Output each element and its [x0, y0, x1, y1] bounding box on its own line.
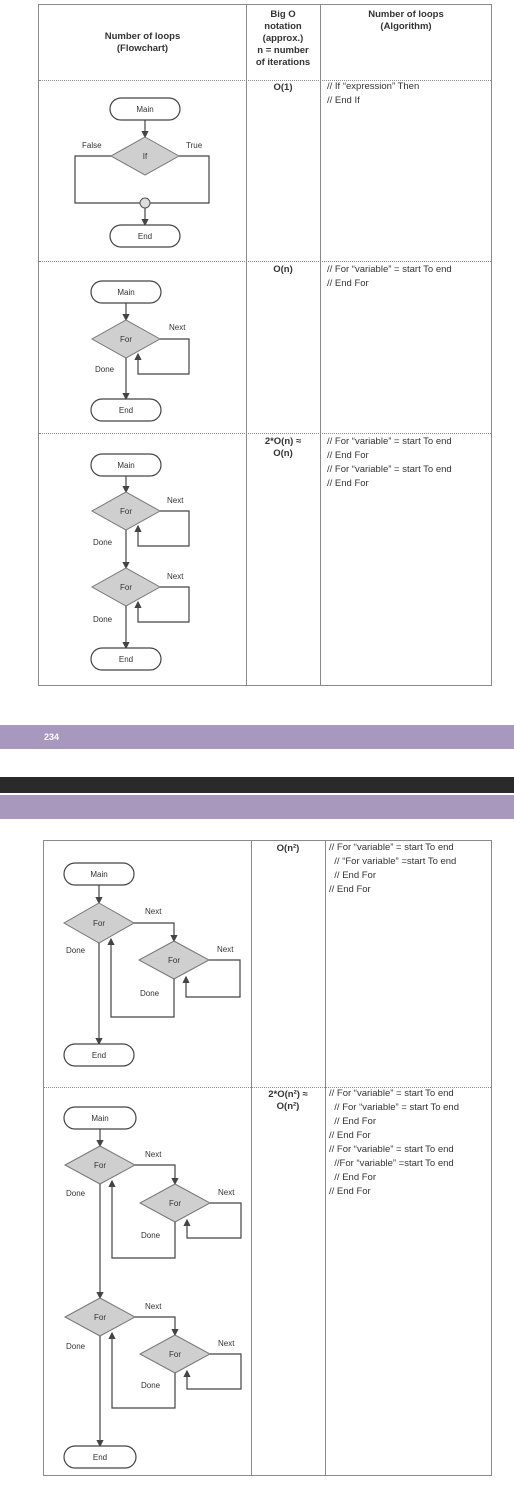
done-label: Done — [141, 1381, 161, 1390]
done-label: Done — [93, 615, 113, 624]
big-o-value: O(n) — [273, 264, 293, 275]
column-divider — [251, 841, 252, 1475]
big-o-value: 2*O(n) ≈ O(n) — [264, 436, 302, 459]
end-label: End — [92, 1051, 106, 1060]
big-o-value: 2*O(n²) ≈ O(n²) — [268, 1089, 308, 1112]
for-label: For — [94, 1313, 106, 1322]
page-number: 234 — [44, 732, 60, 742]
next-label: Next — [167, 572, 184, 581]
end-label: End — [119, 406, 133, 415]
done-label: Done — [93, 538, 113, 547]
loops-table-bottom: O(n²) // For “variable” = start To end /… — [43, 840, 492, 1476]
next-label: Next — [145, 1302, 162, 1311]
for-label: For — [94, 1161, 106, 1170]
two-nested-for-flowchart: Main For Next For Next Done Done For Nex… — [63, 1106, 242, 1469]
end-label: End — [119, 655, 133, 664]
big-o-value: O(n²) — [276, 843, 300, 854]
header-band — [0, 795, 514, 819]
two-for-flowchart: Main For Next Done For Next Done End — [90, 453, 190, 671]
for-label: For — [168, 956, 180, 965]
next-label: Next — [145, 907, 162, 916]
for-flowchart: Main For Next Done End — [90, 280, 190, 422]
row-divider — [39, 80, 491, 81]
footer-band: 234 — [0, 725, 514, 749]
algorithm-code: // For “variable” = start To end // End … — [327, 264, 452, 289]
next-label: Next — [217, 945, 234, 954]
done-label: Done — [141, 1231, 161, 1240]
algorithm-code: // For “variable” = start To end // “For… — [329, 842, 457, 895]
row-divider — [44, 1087, 491, 1088]
column-divider — [325, 841, 326, 1475]
algorithm-code: // For “variable” = start To end // For … — [329, 1088, 459, 1197]
loops-table-top: Number of loops (Flowchart) Big O notati… — [38, 4, 492, 686]
header-algorithm: Number of loops (Algorithm) — [368, 9, 444, 32]
for-label: For — [93, 919, 105, 928]
done-label: Done — [66, 946, 86, 955]
main-label: Main — [136, 105, 153, 114]
next-label: Next — [145, 1150, 162, 1159]
page-235: O(n²) // For “variable” = start To end /… — [0, 830, 514, 1494]
next-label: Next — [218, 1188, 235, 1197]
big-o-value: O(1) — [273, 82, 293, 93]
row-divider — [39, 433, 491, 434]
main-label: Main — [117, 461, 134, 470]
done-label: Done — [95, 365, 115, 374]
next-label: Next — [169, 323, 186, 332]
next-label: Next — [167, 496, 184, 505]
done-label: Done — [140, 989, 160, 998]
main-label: Main — [91, 1114, 108, 1123]
for-label: For — [120, 507, 132, 516]
row-divider — [39, 261, 491, 262]
nested-for-flowchart: Main For Next For Next Done Done End — [62, 862, 241, 1067]
main-label: Main — [90, 870, 107, 879]
done-label: Done — [66, 1342, 86, 1351]
end-label: End — [93, 1453, 107, 1462]
page-234: Number of loops (Flowchart) Big O notati… — [38, 4, 492, 686]
header-flowchart: Number of loops (Flowchart) — [104, 31, 181, 54]
if-flowchart: Main If False True End — [74, 97, 210, 248]
for-label: For — [169, 1350, 181, 1359]
true-label: True — [186, 141, 203, 150]
next-label: Next — [218, 1339, 235, 1348]
for-label: For — [120, 583, 132, 592]
column-divider — [246, 5, 247, 685]
header-big-o: Big O notation (approx.) n = number of i… — [255, 9, 311, 68]
page-separator — [0, 777, 514, 793]
algorithm-code: // For “variable” = start To end // End … — [327, 436, 452, 489]
for-label: For — [169, 1199, 181, 1208]
column-divider — [320, 5, 321, 685]
main-label: Main — [117, 288, 134, 297]
for-label: For — [120, 335, 132, 344]
end-label: End — [138, 232, 152, 241]
if-label: If — [143, 152, 148, 161]
false-label: False — [82, 141, 102, 150]
algorithm-code: // If “expression” Then // End If — [327, 81, 420, 106]
done-label: Done — [66, 1189, 86, 1198]
